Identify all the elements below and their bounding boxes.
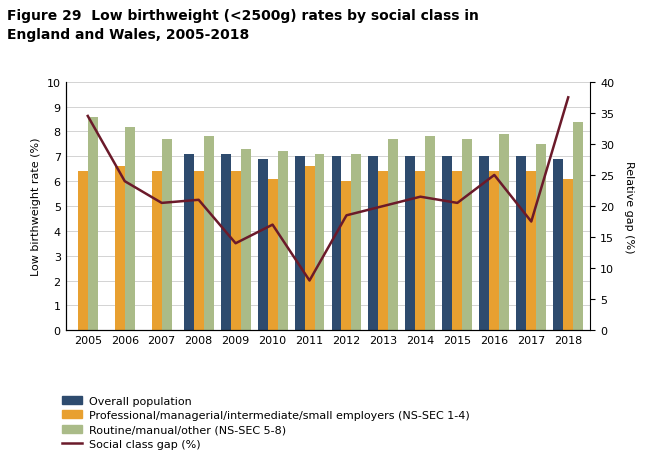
Bar bbox=[553, 159, 564, 330]
Bar bbox=[304, 167, 314, 330]
Bar bbox=[115, 167, 125, 330]
Bar bbox=[231, 172, 241, 330]
Bar bbox=[161, 140, 172, 330]
Bar bbox=[388, 140, 398, 330]
Bar bbox=[241, 150, 251, 330]
Bar bbox=[489, 172, 499, 330]
Bar bbox=[331, 157, 342, 330]
Bar bbox=[405, 157, 415, 330]
Bar bbox=[88, 118, 98, 330]
Bar bbox=[480, 157, 489, 330]
Bar bbox=[125, 127, 134, 330]
Bar bbox=[499, 134, 509, 330]
Bar bbox=[268, 179, 277, 330]
Bar bbox=[415, 172, 425, 330]
Bar bbox=[536, 145, 546, 330]
Bar bbox=[516, 157, 526, 330]
Bar bbox=[277, 152, 287, 330]
Bar bbox=[369, 157, 379, 330]
Bar bbox=[462, 140, 472, 330]
Bar bbox=[442, 157, 453, 330]
Bar bbox=[152, 172, 161, 330]
Bar bbox=[573, 122, 583, 330]
Bar bbox=[425, 137, 436, 330]
Legend: Overall population, Professional/managerial/intermediate/small employers (NS-SEC: Overall population, Professional/manager… bbox=[58, 392, 474, 453]
Bar bbox=[220, 155, 231, 330]
Bar bbox=[78, 172, 88, 330]
Bar bbox=[203, 137, 214, 330]
Bar bbox=[526, 172, 536, 330]
Bar bbox=[564, 179, 573, 330]
Bar bbox=[342, 182, 352, 330]
Y-axis label: Low birthweight rate (%): Low birthweight rate (%) bbox=[31, 137, 41, 276]
Y-axis label: Relative gap (%): Relative gap (%) bbox=[624, 160, 634, 253]
Bar bbox=[258, 159, 268, 330]
Bar bbox=[453, 172, 462, 330]
Bar bbox=[379, 172, 388, 330]
Text: Figure 29  Low birthweight (<2500g) rates by social class in
England and Wales, : Figure 29 Low birthweight (<2500g) rates… bbox=[7, 9, 478, 41]
Bar bbox=[194, 172, 203, 330]
Bar bbox=[352, 155, 361, 330]
Bar bbox=[184, 155, 194, 330]
Bar bbox=[295, 157, 304, 330]
Bar bbox=[314, 155, 325, 330]
